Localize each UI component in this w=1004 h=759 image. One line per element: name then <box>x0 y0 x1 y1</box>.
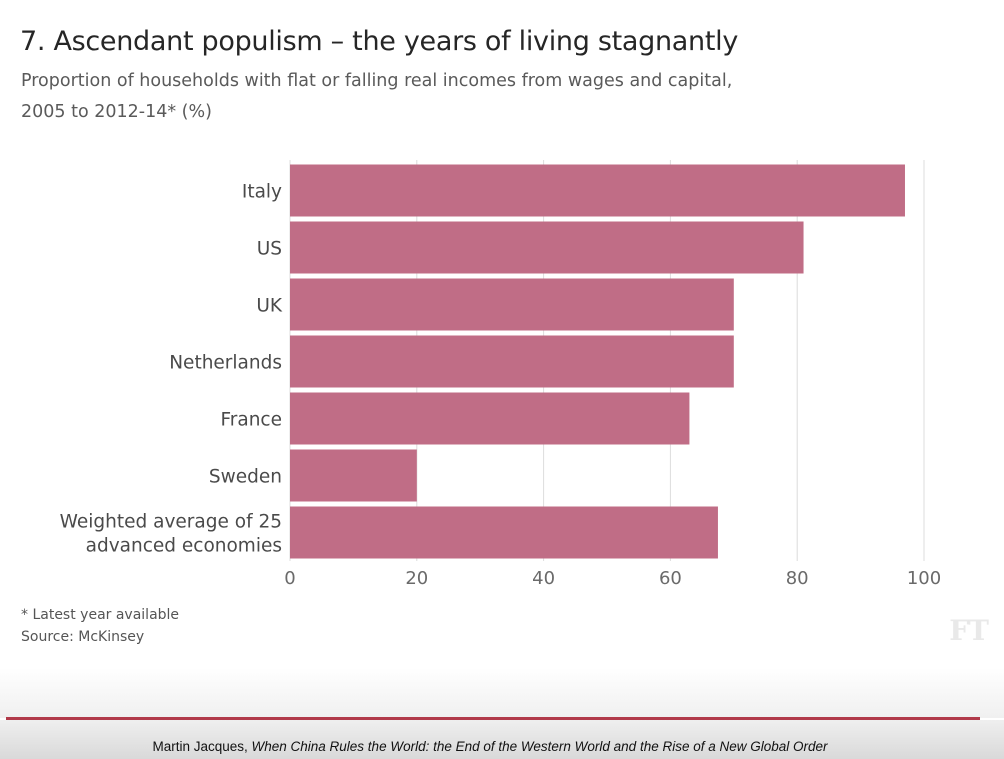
bar-italy <box>290 164 905 217</box>
footnote: * Latest year available <box>21 607 180 623</box>
category-label-italy: Italy <box>242 182 282 203</box>
subtitle-line-2: 2005 to 2012-14* (%) <box>21 102 212 122</box>
caption-bar <box>0 720 1004 759</box>
chart-notes: * Latest year available Source: McKinsey <box>21 604 179 648</box>
category-label-netherlands: Netherlands <box>169 353 282 374</box>
x-tick-label-100: 100 <box>907 568 941 589</box>
subtitle-line-1: Proportion of households with flat or fa… <box>21 71 733 91</box>
bar-uk <box>290 278 734 331</box>
category-label-weighted-average-of-25-advanced-economies-1: Weighted average of 25 <box>60 512 282 533</box>
ft-logo: FT <box>949 614 989 647</box>
bar-netherlands <box>290 335 734 388</box>
x-tick-label-60: 60 <box>659 568 682 589</box>
chart-subtitle: Proportion of households with flat or fa… <box>21 66 821 128</box>
chart-title: 7. Ascendant populism – the years of liv… <box>20 26 739 57</box>
bar-chart: Italy US UK Netherlands France Sweden Weighted… <box>60 160 941 589</box>
category-label-france: France <box>220 410 282 431</box>
category-label-uk: UK <box>256 296 283 317</box>
caption-book-title: When China Rules the World: the End of t… <box>251 739 828 754</box>
category-label-sweden: Sweden <box>209 467 282 488</box>
x-tick-label-20: 20 <box>405 568 428 589</box>
caption-divider <box>6 717 980 720</box>
bar-sweden <box>290 449 417 502</box>
book-caption: Martin Jacques, When China Rules the Wor… <box>0 739 980 754</box>
caption-author: Martin Jacques, <box>152 739 252 754</box>
category-label-weighted-average-of-25-advanced-economies-2: advanced economies <box>86 536 282 557</box>
x-tick-label-40: 40 <box>532 568 555 589</box>
source-note: Source: McKinsey <box>21 629 145 645</box>
category-label-us: US <box>257 239 282 260</box>
x-tick-label-0: 0 <box>284 568 295 589</box>
bar-us <box>290 221 804 274</box>
bar-france <box>290 392 690 445</box>
x-tick-label-80: 80 <box>786 568 809 589</box>
bottom-fade <box>0 668 1004 718</box>
bar-weighted-average-of-25-advanced-economies <box>290 506 718 559</box>
